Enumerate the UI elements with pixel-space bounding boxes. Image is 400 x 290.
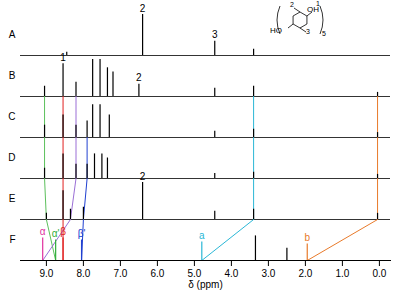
svg-text:7.0: 7.0 (113, 268, 127, 279)
svg-text:1: 1 (316, 0, 320, 7)
svg-text:4.0: 4.0 (224, 268, 238, 279)
svg-text:5.0: 5.0 (187, 268, 201, 279)
svg-text:8.0: 8.0 (76, 268, 90, 279)
svg-text:5: 5 (322, 30, 326, 37)
svg-text:1.0: 1.0 (335, 268, 349, 279)
svg-text:2: 2 (290, 1, 294, 8)
svg-text:α: α (40, 226, 46, 237)
svg-text:HO: HO (270, 26, 282, 35)
svg-text:β: β (60, 226, 66, 237)
svg-text:D: D (8, 152, 15, 163)
svg-text:F: F (9, 234, 15, 245)
svg-text:β': β' (78, 228, 86, 239)
svg-text:3: 3 (212, 29, 218, 40)
svg-text:3: 3 (306, 28, 310, 35)
svg-text:b: b (304, 232, 310, 243)
svg-text:3.0: 3.0 (261, 268, 275, 279)
svg-text:2: 2 (140, 171, 146, 182)
svg-text:9.0: 9.0 (39, 268, 53, 279)
svg-text:2.0: 2.0 (298, 268, 312, 279)
svg-text:δ (ppm): δ (ppm) (188, 279, 222, 290)
svg-text:C: C (8, 111, 15, 122)
svg-text:a: a (199, 230, 205, 241)
svg-text:α': α' (52, 228, 60, 239)
svg-text:6.0: 6.0 (150, 268, 164, 279)
svg-text:1: 1 (60, 52, 66, 63)
svg-text:2: 2 (136, 72, 142, 83)
svg-text:2: 2 (140, 3, 146, 14)
svg-text:0.0: 0.0 (372, 268, 386, 279)
svg-text:B: B (9, 70, 16, 81)
svg-text:OH: OH (307, 5, 319, 14)
svg-text:A: A (9, 29, 16, 40)
svg-text:E: E (9, 193, 16, 204)
